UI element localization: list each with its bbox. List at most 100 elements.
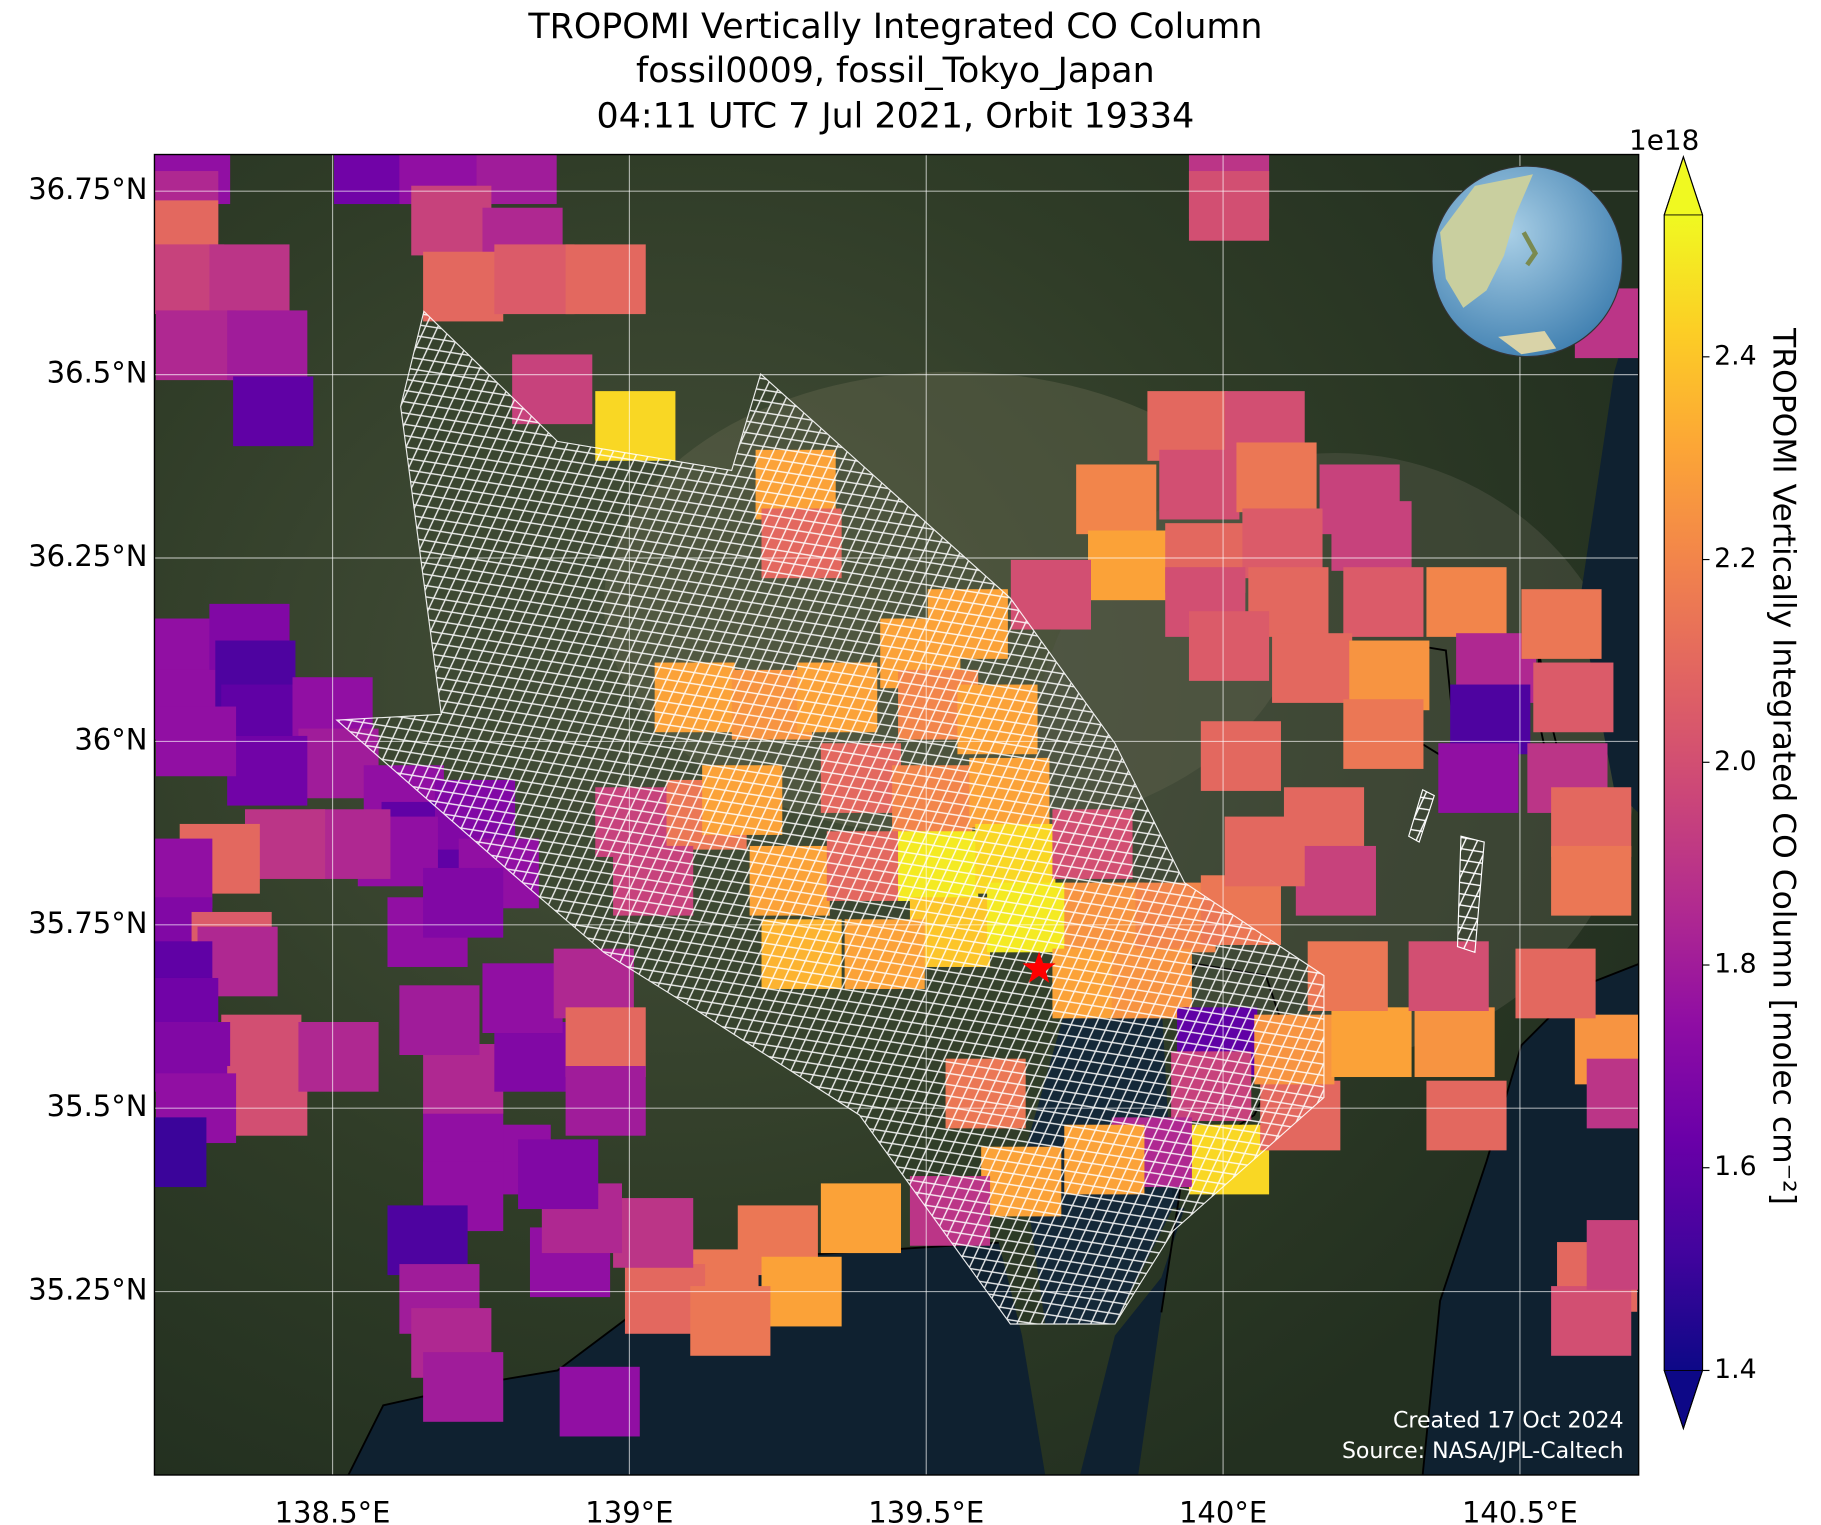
co-pixel — [1236, 442, 1317, 513]
co-pixel — [1586, 1058, 1639, 1129]
co-pixel — [423, 251, 504, 322]
labels: TROPOMI Vertically Integrated CO Column … — [28, 7, 1801, 1525]
y-tick-label: 36°N — [74, 722, 147, 756]
co-pixel — [298, 1021, 379, 1092]
co-pixel — [1408, 941, 1489, 1011]
co-pixel — [1551, 1286, 1632, 1356]
co-pixel — [154, 838, 213, 909]
colorbar-extend-min — [1663, 1370, 1704, 1431]
globe-land — [1498, 331, 1557, 355]
co-pixel — [1349, 640, 1430, 711]
x-tick-label: 140.5°E — [1462, 1495, 1578, 1525]
co-pixel — [559, 1366, 640, 1437]
co-pixel — [399, 985, 480, 1056]
globe-land — [1440, 174, 1533, 308]
colorbar-offset: 1e18 — [1629, 124, 1699, 157]
co-pixel — [1586, 1220, 1639, 1290]
co-pixel — [565, 1066, 646, 1136]
co-pixel — [595, 391, 676, 461]
co-pixel — [1188, 611, 1270, 681]
title: TROPOMI Vertically Integrated CO Column — [527, 7, 1262, 47]
colorbar-tick-label: 2.0 — [1714, 746, 1756, 777]
co-pixel — [227, 310, 308, 381]
footprint-overlay — [335, 310, 1325, 1325]
basemap — [154, 154, 1639, 1475]
co-pixel — [1147, 391, 1228, 461]
co-pixel — [1331, 501, 1412, 571]
colorbar-tick-label: 2.4 — [1714, 340, 1756, 371]
title: 04:11 UTC 7 Jul 2021, Orbit 19334 — [597, 96, 1195, 136]
co-pixel — [387, 1205, 468, 1276]
colorbar-tick-label: 1.6 — [1714, 1151, 1756, 1182]
co-pixel — [1438, 743, 1519, 813]
co-pixel — [1450, 684, 1531, 755]
co-pixel — [494, 1021, 575, 1092]
co-pixel — [1533, 662, 1614, 733]
co-pixel — [423, 867, 504, 938]
co-pixel — [423, 1044, 504, 1114]
x-tick-label: 138.5°E — [275, 1495, 391, 1525]
footprint-overlay — [1408, 788, 1485, 954]
co-pixel — [227, 1066, 308, 1136]
x-tick-label: 140°E — [1179, 1495, 1267, 1525]
globe-inset — [1431, 165, 1623, 358]
y-tick-label: 36.75°N — [28, 172, 147, 206]
x-tick-label: 139°E — [585, 1495, 673, 1525]
co-pixel — [1426, 1080, 1507, 1151]
co-pixel — [1272, 633, 1353, 703]
co-pixel — [1088, 530, 1169, 601]
co-pixel — [1343, 699, 1424, 769]
footer: Created 17 Oct 2024 — [1393, 1409, 1624, 1434]
colorbar: 1.4 1.6 1.8 2.0 2.2 2.4 — [1663, 155, 1757, 1431]
co-pixel — [209, 244, 290, 315]
co-pixel — [154, 1117, 207, 1188]
colorbar-tick-label: 2.2 — [1714, 543, 1756, 574]
co-pixel — [1295, 845, 1376, 916]
co-pixel — [227, 735, 308, 806]
co-pixel — [233, 376, 314, 447]
globe-land — [1521, 231, 1539, 267]
colorbar-label: TROPOMI Vertically Integrated CO Column … — [1766, 327, 1802, 1205]
colorbar-tick-label: 1.4 — [1714, 1354, 1756, 1385]
co-pixel — [482, 963, 563, 1034]
co-pixel — [1188, 171, 1270, 241]
co-pixel — [1159, 449, 1240, 520]
co-pixel — [1076, 464, 1157, 535]
grid — [154, 154, 1639, 1475]
colorbar-body — [1664, 214, 1703, 1371]
title: fossil0009, fossil_Tokyo_Japan — [636, 51, 1155, 91]
y-tick-label: 36.5°N — [47, 356, 148, 390]
colorbar-tick-label: 1.8 — [1714, 949, 1756, 980]
co-pixel — [155, 310, 237, 381]
co-pixel — [690, 1286, 771, 1356]
co-pixel — [613, 1198, 694, 1268]
co-pixel — [494, 244, 575, 315]
co-pixel — [1551, 845, 1632, 916]
co-pixel — [1521, 589, 1602, 659]
co-pixel — [1331, 1007, 1412, 1078]
co-pixel — [1515, 948, 1596, 1019]
co-pixel — [1242, 508, 1323, 579]
co-pixel — [1551, 787, 1632, 857]
colorbar-extend-max — [1663, 155, 1704, 216]
co-pixel — [1426, 567, 1507, 637]
x-tick-label: 139.5°E — [868, 1495, 984, 1525]
plot-frame — [153, 153, 1640, 1476]
co-pixel — [518, 1139, 599, 1210]
co-pixel — [411, 185, 492, 256]
co-pixel — [565, 244, 646, 315]
footer: Source: NASA/JPL-Caltech — [1342, 1439, 1624, 1464]
y-tick-label: 35.25°N — [28, 1273, 147, 1307]
y-tick-label: 36.25°N — [28, 539, 147, 573]
co-pixel — [1414, 1007, 1495, 1078]
co-pixel — [1200, 721, 1281, 791]
co-pixel — [1343, 567, 1424, 637]
co-pixel — [1224, 816, 1305, 887]
y-tick-label: 35.5°N — [47, 1089, 148, 1123]
co-pixel — [820, 1183, 902, 1254]
y-tick-label: 35.75°N — [28, 906, 147, 940]
co-pixel — [565, 1007, 646, 1078]
co-pixel — [423, 1352, 504, 1422]
